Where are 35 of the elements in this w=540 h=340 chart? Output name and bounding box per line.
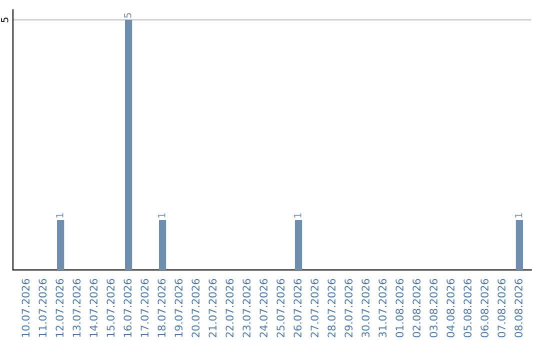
x-tick-label: 10.07.2026: [22, 278, 30, 337]
data-label: 1: [294, 213, 302, 218]
data-label: 5: [124, 13, 132, 18]
x-tick-label: 20.07.2026: [192, 278, 200, 338]
x-tick-label: 02.08.2026: [412, 278, 421, 338]
x-tick-label: 23.07.2026: [242, 278, 251, 338]
x-tick-label: 01.08.2026: [396, 278, 404, 338]
x-tick-label: 22.07.2026: [226, 278, 234, 338]
x-tick-label: 05.08.2026: [464, 278, 472, 338]
x-tick-label: 18.07.2026: [158, 278, 166, 337]
x-tick-label: 15.07.2026: [106, 278, 115, 337]
x-tick-label: 12.07.2026: [56, 278, 64, 337]
x-tick-label: 24.07.2026: [260, 278, 268, 338]
x-tick-label: 06.08.2026: [480, 278, 488, 338]
x-tick-label: 27.07.2026: [310, 278, 319, 338]
x-tick-label: 16.07.2026: [124, 278, 132, 337]
x-tick-label: 17.07.2026: [140, 278, 149, 337]
x-tick-label: 11.07.2026: [38, 278, 47, 337]
x-tick-label: 19.07.2026: [174, 278, 183, 337]
x-tick-label: 26.07.2026: [294, 278, 302, 338]
x-tick-label: 13.07.2026: [72, 278, 81, 337]
x-tick-label: 03.08.2026: [430, 278, 438, 338]
x-tick-label: 31.07.2026: [378, 278, 387, 338]
data-label: 1: [515, 213, 522, 218]
x-tick-label: 30.07.2026: [362, 278, 370, 338]
x-tick-label: 07.08.2026: [498, 278, 506, 338]
x-tick-label: 14.07.2026: [90, 278, 98, 337]
x-tick-label: 25.07.2026: [276, 278, 285, 338]
x-tick-label: 21.07.2026: [208, 278, 217, 338]
x-tick-label: 04.08.2026: [446, 278, 454, 338]
data-label: 1: [158, 213, 166, 218]
data-label: 1: [56, 213, 64, 218]
x-tick-label: 28.07.2026: [328, 278, 336, 338]
x-tick-label: 29.07.2026: [344, 278, 353, 338]
x-tick-label: 08.08.2026: [514, 278, 522, 338]
